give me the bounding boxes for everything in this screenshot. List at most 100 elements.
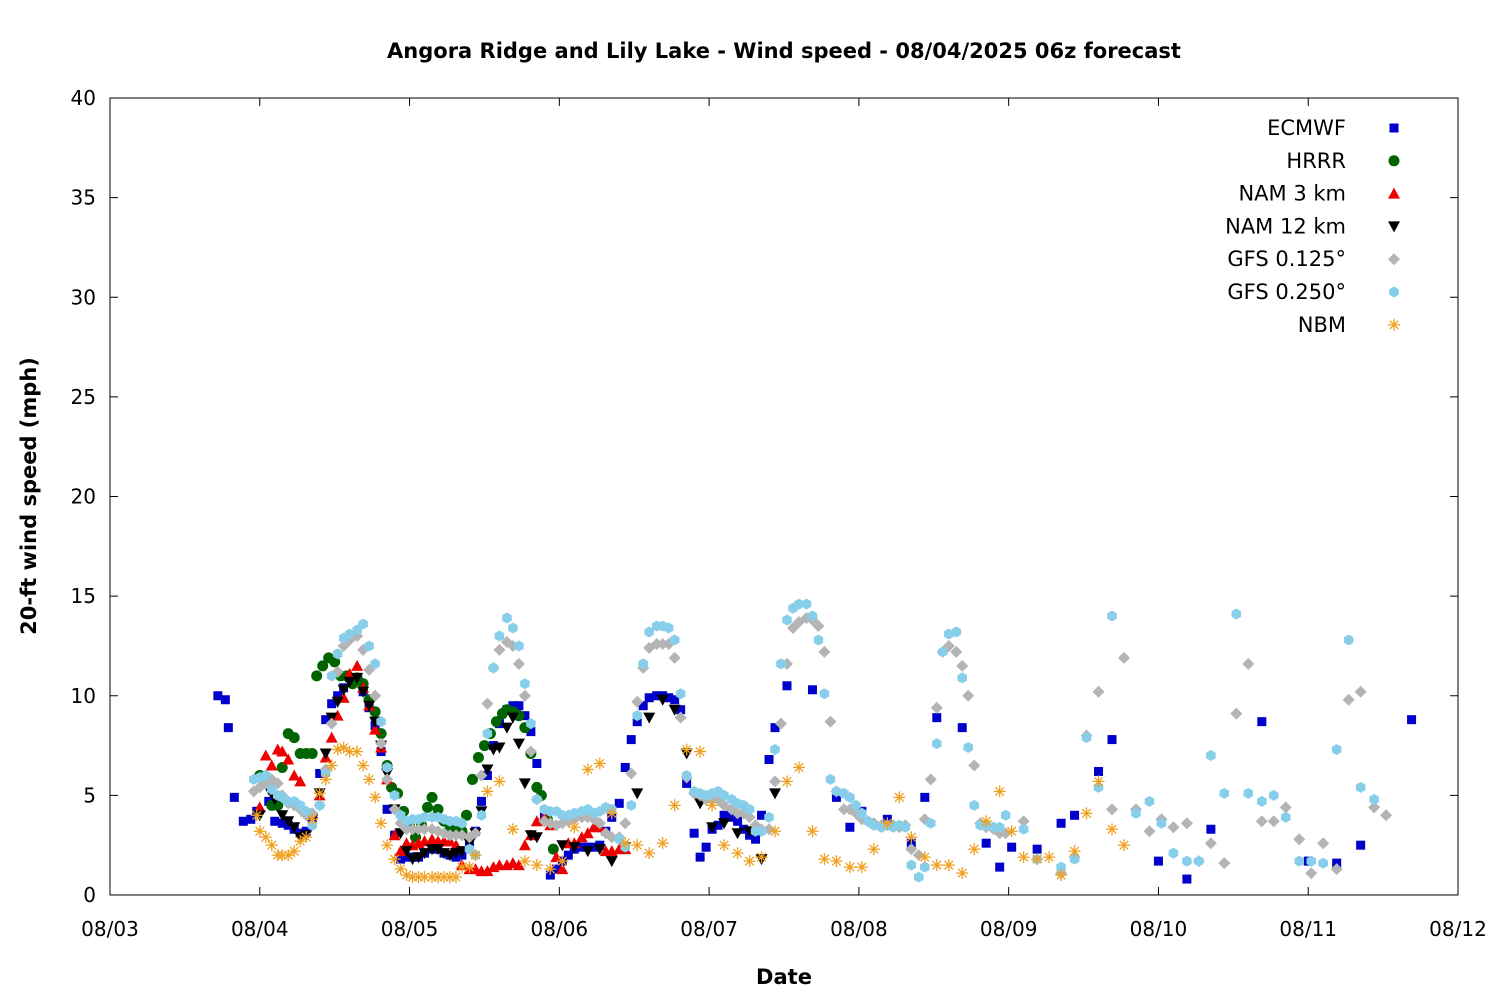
- data-point: [706, 799, 719, 812]
- data-point: [869, 819, 879, 831]
- data-point: [1043, 851, 1056, 864]
- data-point: [381, 773, 394, 786]
- data-point: [905, 831, 918, 844]
- data-point: [1117, 839, 1130, 852]
- data-point: [644, 626, 654, 638]
- data-point: [951, 626, 962, 638]
- data-point: [1206, 824, 1216, 834]
- data-point: [806, 825, 819, 838]
- data-point: [481, 865, 494, 877]
- data-point: [502, 612, 512, 624]
- data-point: [449, 871, 462, 884]
- data-point: [713, 820, 723, 830]
- data-point: [968, 759, 981, 772]
- data-point: [325, 731, 338, 743]
- data-point: [792, 761, 805, 774]
- data-point: [493, 742, 506, 754]
- data-point: [770, 723, 780, 733]
- data-point: [1331, 744, 1342, 756]
- data-point: [1092, 775, 1105, 788]
- x-axis-title: Date: [756, 965, 812, 989]
- data-point: [369, 723, 382, 735]
- data-point: [625, 767, 638, 780]
- data-point: [432, 803, 444, 815]
- y-tick-label: 10: [71, 684, 96, 708]
- x-tick-label: 08/03: [81, 917, 139, 941]
- data-point: [906, 859, 917, 871]
- data-point: [914, 871, 924, 883]
- data-point: [518, 778, 531, 790]
- data-point: [514, 701, 524, 711]
- data-point: [481, 764, 494, 776]
- data-point: [956, 659, 969, 672]
- data-point: [994, 821, 1005, 833]
- y-axis-title: 20-ft wind speed (mph): [17, 357, 41, 635]
- data-point: [382, 761, 392, 773]
- data-point: [1204, 837, 1217, 850]
- data-point: [577, 842, 587, 852]
- data-point: [229, 792, 239, 802]
- data-point: [466, 773, 478, 785]
- data-point: [1182, 874, 1192, 884]
- data-point: [1180, 817, 1193, 830]
- data-point: [775, 717, 788, 730]
- data-point: [526, 727, 536, 737]
- data-point: [1068, 845, 1081, 858]
- data-point: [575, 831, 588, 843]
- data-point: [568, 842, 581, 854]
- data-point: [1342, 693, 1355, 706]
- data-point: [719, 789, 729, 801]
- data-point: [259, 831, 272, 844]
- data-point: [1153, 856, 1163, 866]
- data-point: [1330, 863, 1343, 876]
- data-point: [900, 821, 911, 833]
- chart-title: Angora Ridge and Lily Lake - Wind speed …: [387, 39, 1181, 63]
- data-point: [270, 816, 280, 826]
- data-point: [581, 763, 594, 776]
- legend-label: NAM 3 km: [1238, 182, 1346, 206]
- data-point: [375, 817, 388, 830]
- data-point: [325, 759, 338, 772]
- data-point: [220, 695, 230, 705]
- data-point: [526, 718, 536, 730]
- data-point: [689, 828, 699, 838]
- legend-label: NBM: [1298, 313, 1346, 337]
- data-point: [277, 818, 287, 828]
- x-tick-label: 08/11: [1279, 917, 1337, 941]
- data-point: [932, 738, 942, 750]
- data-point: [926, 817, 936, 829]
- data-point: [626, 799, 636, 811]
- data-point: [358, 618, 368, 630]
- data-point: [782, 681, 792, 691]
- data-point: [301, 805, 311, 817]
- data-point: [261, 769, 271, 781]
- data-point: [363, 773, 376, 786]
- data-point: [469, 827, 482, 840]
- data-point: [857, 807, 867, 819]
- data-point: [619, 817, 632, 830]
- data-point: [276, 761, 288, 773]
- data-point: [843, 861, 856, 874]
- data-point: [1156, 817, 1167, 829]
- data-point: [930, 859, 943, 872]
- data-point: [313, 787, 326, 800]
- data-point: [1230, 707, 1243, 720]
- data-point: [213, 691, 223, 701]
- data-point: [282, 816, 295, 828]
- data-point: [343, 667, 356, 679]
- data-point: [556, 840, 569, 852]
- data-point: [457, 817, 467, 829]
- data-point: [807, 685, 817, 695]
- data-point: [419, 811, 430, 823]
- data-point: [512, 657, 525, 670]
- data-point: [1380, 809, 1393, 822]
- data-point: [1305, 867, 1318, 880]
- data-point: [426, 791, 438, 803]
- data-point: [481, 785, 494, 798]
- data-point: [1354, 685, 1367, 698]
- x-tick-label: 08/04: [231, 917, 289, 941]
- data-point: [930, 701, 943, 714]
- data-point: [1017, 815, 1030, 828]
- data-point: [968, 843, 981, 856]
- legend-label: NAM 12 km: [1225, 214, 1346, 238]
